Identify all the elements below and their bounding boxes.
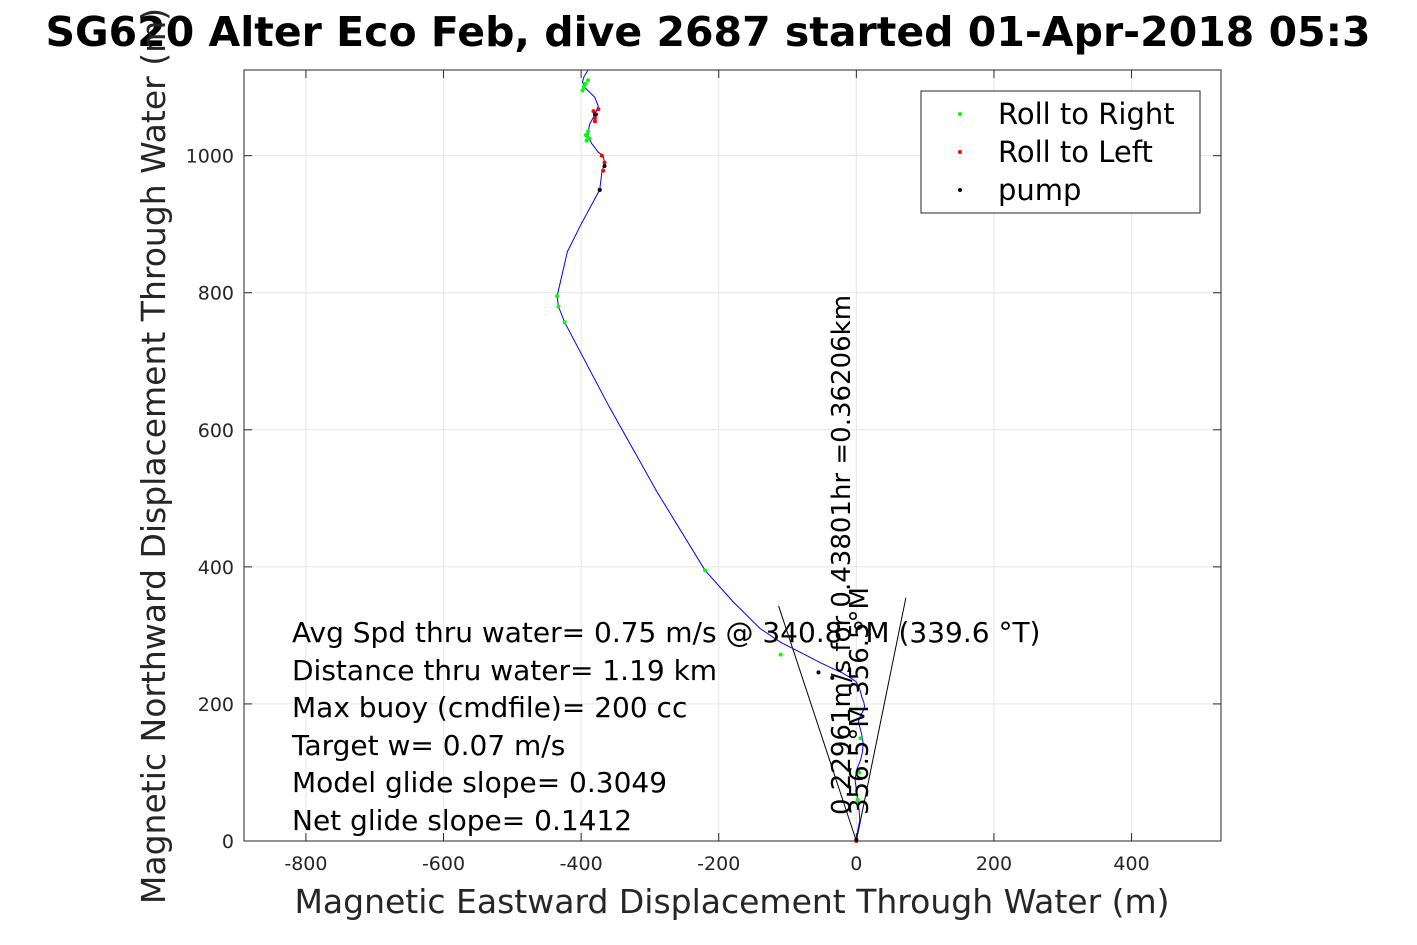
legend-marker-pump <box>958 188 962 192</box>
roll-left-point <box>592 119 597 124</box>
roll-right-point <box>586 78 591 83</box>
axis-ticks: -800 -600 -400 -200 0 200 400 0 200 400 600 800 1000 <box>186 70 1221 875</box>
roll-right-point <box>584 138 589 143</box>
y-axis-label: Magnetic Northward Displacement Through … <box>134 8 173 904</box>
pump-point <box>816 670 821 675</box>
roll-pump-markers <box>555 78 863 843</box>
roll-right-point <box>586 129 591 134</box>
roll-left-point <box>599 153 604 158</box>
roll-right-point <box>556 304 561 309</box>
x-tick-label: 200 <box>976 853 1012 875</box>
current-annotation: 0.22961m/s for 0.43801hr =0.36206km <box>827 295 857 815</box>
y-tick-label: 600 <box>198 420 234 442</box>
roll-right-point <box>581 85 586 90</box>
x-tick-label: -400 <box>560 853 603 875</box>
roll-right-point <box>855 797 860 802</box>
roll-left-point <box>602 160 607 165</box>
legend-marker-roll-left <box>958 150 962 154</box>
annotation-net-glide: Net glide slope= 0.1412 <box>292 804 632 837</box>
pump-point <box>602 163 607 168</box>
y-tick-label: 200 <box>198 694 234 716</box>
x-tick-label: -200 <box>697 853 740 875</box>
x-axis-label: Magnetic Eastward Displacement Through W… <box>294 882 1169 921</box>
roll-left-point <box>596 107 601 112</box>
annotation-max-buoy: Max buoy (cmdfile)= 200 cc <box>292 691 687 724</box>
y-tick-label: 800 <box>198 283 234 305</box>
legend-label-pump: pump <box>998 173 1081 207</box>
roll-right-point <box>858 736 863 741</box>
chart-title: SG620 Alter Eco Feb, dive 2687 started 0… <box>45 8 1370 56</box>
roll-right-point <box>555 294 560 299</box>
x-tick-label: -800 <box>284 853 327 875</box>
roll-left-point <box>601 168 606 173</box>
roll-right-point <box>778 652 783 657</box>
x-tick-label: 0 <box>850 853 862 875</box>
roll-right-point <box>857 770 862 775</box>
x-tick-label: -600 <box>422 853 465 875</box>
y-tick-label: 1000 <box>186 146 234 168</box>
roll-right-point <box>583 81 588 86</box>
legend: Roll to Right Roll to Left pump <box>920 90 1201 214</box>
annotation-distance: Distance thru water= 1.19 km <box>292 654 717 687</box>
y-tick-label: 400 <box>198 557 234 579</box>
annotation-avg-speed: Avg Spd thru water= 0.75 m/s @ 340.8 °M … <box>292 616 1040 649</box>
roll-right-point <box>562 320 567 325</box>
y-tick-label: 0 <box>222 831 234 853</box>
annotation-target-w: Target w= 0.07 m/s <box>291 729 565 762</box>
pump-point <box>830 675 835 680</box>
wedge-line <box>778 605 857 842</box>
wedge-line <box>855 597 907 842</box>
x-tick-label: 400 <box>1113 853 1149 875</box>
annotation-model-glide: Model glide slope= 0.3049 <box>292 766 667 799</box>
roll-right-point <box>702 568 707 573</box>
roll-left-point <box>591 109 596 114</box>
direction-wedge <box>778 597 907 842</box>
pump-point <box>597 187 602 192</box>
roll-left-point <box>592 115 597 120</box>
roll-right-point <box>580 88 585 93</box>
legend-label-roll-left: Roll to Left <box>998 135 1153 169</box>
pump-point <box>854 837 859 842</box>
heading-annotation: 356.5°M 356.5°M <box>845 587 875 815</box>
legend-box <box>920 90 1201 214</box>
pump-point <box>592 112 597 117</box>
legend-label-roll-right: Roll to Right <box>998 97 1175 131</box>
legend-marker-roll-right <box>958 112 962 116</box>
annotation-block: Avg Spd thru water= 0.75 m/s @ 340.8 °M … <box>291 616 1040 837</box>
roll-right-point <box>585 134 590 139</box>
plot-area <box>243 69 1222 842</box>
